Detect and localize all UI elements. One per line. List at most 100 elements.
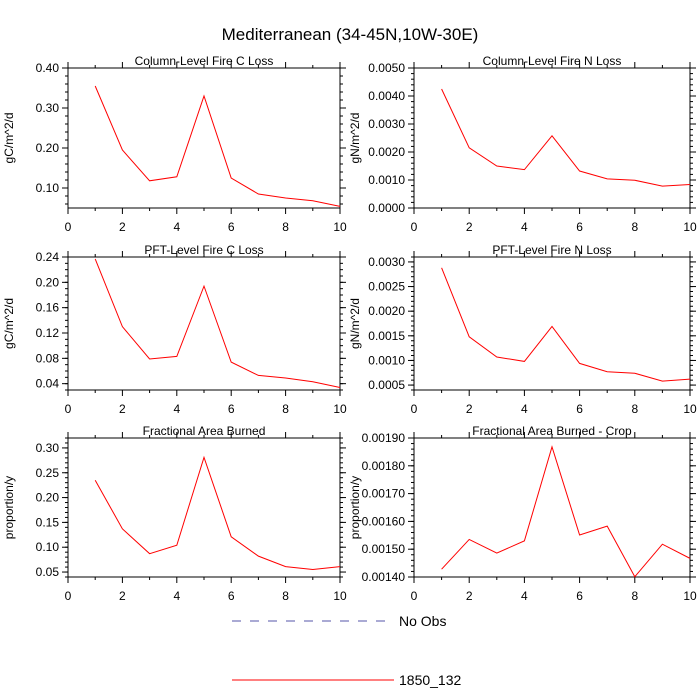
y-tick-label: 0.0020 <box>368 145 405 159</box>
x-tick-label: 0 <box>65 220 72 234</box>
series-line-1850-132 <box>94 258 341 388</box>
x-tick-label: 8 <box>631 220 638 234</box>
y-tick-label: 0.05 <box>36 565 60 579</box>
y-tick-label: 0.0000 <box>368 201 405 215</box>
x-tick-label: 6 <box>576 220 583 234</box>
y-tick-label: 0.20 <box>36 491 60 505</box>
y-axis-label: gN/m^2/d <box>348 298 362 349</box>
series-line-1850-132 <box>441 445 691 578</box>
y-tick-label: 0.00160 <box>362 514 406 528</box>
x-tick-label: 10 <box>333 402 347 416</box>
y-axis-label: gN/m^2/d <box>348 113 362 164</box>
y-tick-label: 0.16 <box>36 301 60 315</box>
x-tick-label: 10 <box>683 402 697 416</box>
x-tick-label: 8 <box>631 589 638 603</box>
plot-frame <box>67 67 341 209</box>
panel-title: Fractional Area Burned <box>143 424 266 438</box>
y-tick-label: 0.00170 <box>362 487 406 501</box>
x-tick-label: 4 <box>521 220 528 234</box>
panel-column-level-fire-c-loss: Column-Level Fire C Loss gC/m^2/d 0 2 4 6 8 10 0… <box>2 54 347 234</box>
y-tick-label: 0.10 <box>36 181 60 195</box>
x-tick-label: 6 <box>576 589 583 603</box>
x-tick-label: 4 <box>173 402 180 416</box>
plot-frame <box>67 256 341 391</box>
series-line-1850-132 <box>441 267 691 382</box>
y-tick-label: 0.10 <box>36 540 60 554</box>
plot-frame <box>413 67 691 209</box>
panel-title: Column-Level Fire C Loss <box>135 54 274 68</box>
y-tick-label: 0.25 <box>36 466 60 480</box>
y-tick-label: 0.15 <box>36 515 60 529</box>
x-tick-label: 2 <box>466 220 473 234</box>
y-tick-label: 0.20 <box>36 275 60 289</box>
y-tick-label: 0.00180 <box>362 459 406 473</box>
x-tick-label: 10 <box>333 589 347 603</box>
x-tick-label: 8 <box>282 402 289 416</box>
panel-column-level-fire-n-loss: Column-Level Fire N Loss gN/m^2/d 0 2 4 6 8 10 0… <box>348 54 697 234</box>
y-tick-label: 0.0005 <box>368 378 405 392</box>
x-tick-label: 10 <box>683 220 697 234</box>
x-tick-label: 4 <box>173 220 180 234</box>
y-tick-label: 0.40 <box>36 61 60 75</box>
series-line-1850-132 <box>441 88 691 187</box>
y-tick-label: 0.00150 <box>362 542 406 556</box>
x-tick-label: 0 <box>411 589 418 603</box>
y-axis-label: gC/m^2/d <box>2 113 16 164</box>
x-tick-label: 6 <box>228 589 235 603</box>
x-tick-label: 10 <box>333 220 347 234</box>
x-tick-label: 0 <box>411 220 418 234</box>
y-tick-label: 0.20 <box>36 141 60 155</box>
x-tick-label: 0 <box>65 402 72 416</box>
y-tick-label: 0.0025 <box>368 280 405 294</box>
y-tick-label: 0.0015 <box>368 329 405 343</box>
x-tick-label: 8 <box>631 402 638 416</box>
y-tick-label: 0.0020 <box>368 304 405 318</box>
panel-title: PFT-Level Fire C Loss <box>144 243 263 257</box>
y-tick-label: 0.0040 <box>368 89 405 103</box>
y-axis-label: proportion/y <box>2 476 16 539</box>
x-tick-label: 4 <box>521 589 528 603</box>
y-tick-label: 0.08 <box>36 351 60 365</box>
panel-title: PFT-Level Fire N Loss <box>492 243 611 257</box>
y-tick-label: 0.0030 <box>368 255 405 269</box>
x-tick-label: 10 <box>683 589 697 603</box>
panel-title: Column-Level Fire N Loss <box>483 54 622 68</box>
panels: Column-Level Fire C Loss gC/m^2/d 0 2 4 6 8 10 0… <box>2 54 697 603</box>
y-tick-label: 0.12 <box>36 326 60 340</box>
y-tick-label: 0.00140 <box>362 570 406 584</box>
x-tick-label: 6 <box>228 402 235 416</box>
y-tick-label: 0.0050 <box>368 61 405 75</box>
x-tick-label: 2 <box>119 220 126 234</box>
x-tick-label: 2 <box>466 402 473 416</box>
x-tick-label: 6 <box>576 402 583 416</box>
figure-title: Mediterranean (34-45N,10W-30E) <box>222 25 479 44</box>
y-tick-label: 0.24 <box>36 250 60 264</box>
legend-1850-132-label: 1850_132 <box>399 672 462 688</box>
y-tick-label: 0.00190 <box>362 431 406 445</box>
y-tick-label: 0.04 <box>36 377 60 391</box>
panel-pft-level-fire-c-loss: PFT-Level Fire C Loss gC/m^2/d 0 2 4 6 8 10 0.04… <box>2 243 347 416</box>
y-axis-label: proportion/y <box>348 476 362 539</box>
y-tick-label: 0.0010 <box>368 353 405 367</box>
legend: No Obs 1850_132 <box>232 613 462 688</box>
x-tick-label: 8 <box>282 589 289 603</box>
plot-frame <box>413 437 691 578</box>
x-tick-label: 2 <box>119 589 126 603</box>
panel-title: Fractional Area Burned - Crop <box>472 424 632 438</box>
x-tick-label: 2 <box>119 402 126 416</box>
plot-frame <box>413 256 691 391</box>
panel-pft-level-fire-n-loss: PFT-Level Fire N Loss gN/m^2/d 0 2 4 6 8 10 0.00… <box>348 243 697 416</box>
panel-fractional-area-burned: Fractional Area Burned proportion/y 0 2 4 6 8 1… <box>2 424 347 603</box>
series-line-1850-132 <box>94 455 341 571</box>
series-line-1850-132 <box>94 85 341 207</box>
x-tick-label: 0 <box>65 589 72 603</box>
y-axis-label: gC/m^2/d <box>2 298 16 349</box>
y-tick-label: 0.0010 <box>368 173 405 187</box>
y-tick-label: 0.30 <box>36 101 60 115</box>
x-tick-label: 2 <box>466 589 473 603</box>
x-tick-label: 0 <box>411 402 418 416</box>
panel-fractional-area-burned-crop: Fractional Area Burned - Crop proportion/… <box>348 424 697 603</box>
legend-no-obs-label: No Obs <box>399 613 446 629</box>
x-tick-label: 4 <box>173 589 180 603</box>
